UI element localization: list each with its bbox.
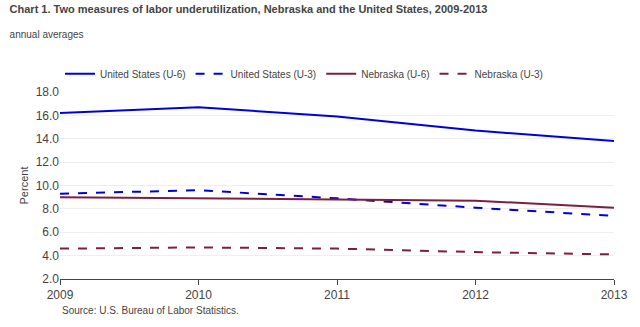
svg-text:12.0: 12.0 [36, 155, 60, 169]
svg-text:8.0: 8.0 [42, 202, 59, 216]
svg-text:2009: 2009 [47, 288, 74, 302]
svg-text:2.0: 2.0 [42, 272, 59, 286]
svg-text:4.0: 4.0 [42, 249, 59, 263]
svg-text:annual averages: annual averages [10, 29, 84, 40]
svg-text:2010: 2010 [185, 288, 212, 302]
svg-text:Source: U.S. Bureau of Labor S: Source: U.S. Bureau of Labor Statistics. [62, 305, 239, 316]
svg-text:United States (U-6): United States (U-6) [100, 69, 186, 80]
svg-text:14.0: 14.0 [36, 132, 60, 146]
svg-text:10.0: 10.0 [36, 179, 60, 193]
svg-text:Percent: Percent [18, 167, 30, 205]
svg-text:United States (U-3): United States (U-3) [231, 69, 317, 80]
svg-text:Chart 1. Two measures of labor: Chart 1. Two measures of labor underutil… [10, 3, 488, 15]
svg-text:Nebraska (U-3): Nebraska (U-3) [475, 69, 543, 80]
svg-text:6.0: 6.0 [42, 225, 59, 239]
svg-text:16.0: 16.0 [36, 109, 60, 123]
svg-text:Nebraska (U-6): Nebraska (U-6) [361, 69, 429, 80]
svg-text:2013: 2013 [601, 288, 628, 302]
svg-text:2012: 2012 [462, 288, 489, 302]
svg-text:2011: 2011 [324, 288, 350, 302]
svg-text:18.0: 18.0 [36, 85, 60, 99]
